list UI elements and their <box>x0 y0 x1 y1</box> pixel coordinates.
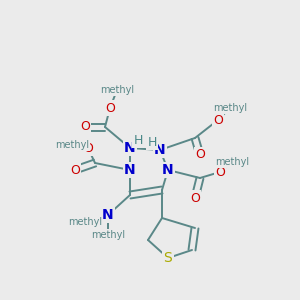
Text: N: N <box>154 143 166 157</box>
Text: O: O <box>105 101 115 115</box>
Text: O: O <box>70 164 80 176</box>
Text: O: O <box>190 191 200 205</box>
Text: methyl: methyl <box>55 140 89 150</box>
Text: H: H <box>133 134 143 146</box>
Text: methyl: methyl <box>213 103 247 113</box>
Text: O: O <box>213 113 223 127</box>
Text: O: O <box>215 166 225 178</box>
Text: H: H <box>147 136 157 148</box>
Text: methyl: methyl <box>68 217 102 227</box>
Text: O: O <box>83 142 93 154</box>
Text: O: O <box>195 148 205 161</box>
Text: methyl: methyl <box>215 157 249 167</box>
Text: O: O <box>80 121 90 134</box>
Text: methyl: methyl <box>91 230 125 240</box>
Text: N: N <box>102 208 114 222</box>
Text: S: S <box>164 251 172 265</box>
Text: methyl: methyl <box>100 85 134 95</box>
Text: N: N <box>124 163 136 177</box>
Text: N: N <box>124 141 136 155</box>
Text: N: N <box>162 163 174 177</box>
